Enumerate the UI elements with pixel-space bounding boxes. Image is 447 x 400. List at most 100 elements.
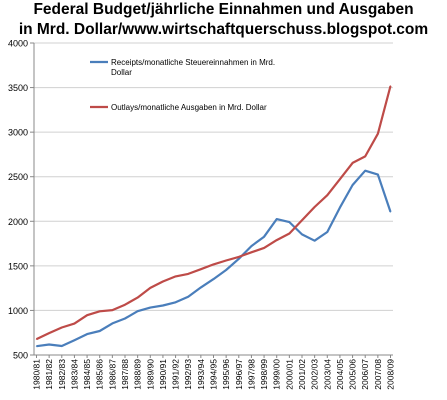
x-tick-label: 1995/96 (221, 359, 231, 390)
data-point (250, 251, 253, 253)
legend-label: Dollar (111, 68, 132, 77)
data-point (48, 343, 50, 346)
data-point (73, 339, 76, 341)
y-tick-label: 2500 (8, 172, 28, 182)
data-point (137, 296, 139, 299)
x-tick-label: 1993/94 (196, 359, 206, 390)
data-point (149, 306, 151, 309)
data-point (238, 256, 240, 258)
data-point (301, 219, 303, 221)
data-point (288, 221, 290, 223)
chart-title-line-1: Federal Budget/jährliche Einnahmen und A… (33, 1, 414, 18)
data-point (111, 309, 113, 311)
data-point (250, 245, 253, 247)
data-point (276, 239, 278, 241)
data-point (99, 330, 101, 332)
data-point (225, 269, 227, 271)
x-tick-label: 1986/87 (107, 359, 117, 390)
data-point (238, 258, 240, 260)
x-tick-label: 2003/04 (322, 359, 332, 390)
y-tick-label: 1500 (8, 261, 28, 271)
data-point (174, 301, 177, 303)
x-tick-label: 1990/91 (158, 359, 168, 390)
x-tick-label: 1983/84 (69, 359, 79, 390)
data-point (35, 345, 38, 347)
chart-title-line-2: in Mrd. Dollar/www.wirtschaftquerschuss.… (18, 21, 429, 38)
x-tick-label: 1992/93 (183, 359, 193, 390)
x-tick-label: 1980/81 (32, 359, 42, 390)
x-tick-label: 1989/90 (145, 359, 155, 390)
data-point (200, 286, 202, 289)
x-tick-label: 2004/05 (335, 359, 345, 390)
x-tick-label: 2005/06 (348, 359, 358, 390)
x-tick-label: 1985/86 (95, 359, 105, 390)
data-point (111, 322, 113, 325)
data-point (263, 247, 265, 249)
data-point (377, 173, 379, 176)
data-point (339, 178, 341, 180)
data-point (187, 296, 189, 298)
x-tick-label: 2007/08 (373, 359, 383, 390)
x-tick-label: 1999/00 (272, 359, 282, 390)
x-tick-label: 2001/02 (297, 359, 307, 390)
x-tick-label: 1994/95 (209, 359, 219, 390)
data-point (86, 333, 88, 335)
x-tick-label: 2000/01 (284, 359, 294, 390)
data-point (326, 231, 328, 233)
y-tick-label: 1000 (8, 306, 28, 316)
x-tick-label: 1996/97 (234, 359, 244, 390)
data-point (276, 218, 278, 220)
x-tick-label: 1998/99 (259, 359, 269, 390)
data-point (389, 85, 392, 87)
x-tick-label: 1984/85 (82, 359, 92, 390)
x-tick-label: 1988/89 (133, 359, 143, 390)
data-point (364, 155, 366, 157)
data-point (73, 323, 76, 325)
data-point (389, 211, 392, 213)
x-tick-label: 2006/07 (360, 359, 370, 390)
data-point (364, 170, 366, 172)
y-tick-label: 4000 (8, 39, 28, 49)
data-point (200, 268, 202, 270)
x-tick-label: 1997/98 (246, 359, 256, 390)
data-point (339, 207, 341, 209)
legend-label: Outlays/monatliche Ausgaben in Mrd. Doll… (111, 103, 267, 112)
data-point (212, 278, 215, 280)
data-point (288, 232, 290, 235)
data-point (99, 310, 101, 312)
x-tick-label: 2002/03 (310, 359, 320, 390)
data-point (86, 314, 88, 316)
x-tick-label: 1991/92 (171, 359, 181, 390)
x-tick-label: 1981/82 (44, 359, 54, 390)
data-point (351, 184, 354, 186)
data-point (124, 317, 126, 320)
legend-label: Receipts/monatliche Steuereinnahmen in M… (111, 58, 275, 67)
data-point (263, 236, 265, 238)
data-point (314, 240, 316, 242)
data-point (162, 304, 164, 307)
data-point (212, 263, 215, 266)
data-point (48, 332, 50, 334)
data-point (162, 280, 164, 283)
series-line-receipts (36, 169, 392, 348)
data-point (149, 287, 151, 289)
data-point (61, 326, 63, 329)
data-point (187, 273, 189, 275)
y-tick-label: 3500 (8, 83, 28, 93)
data-point (326, 194, 328, 196)
data-point (174, 275, 177, 277)
x-tick-label: 1987/88 (120, 359, 130, 390)
data-point (35, 338, 38, 340)
y-tick-label: 2000 (8, 217, 28, 227)
data-point (225, 259, 227, 262)
y-tick-label: 500 (13, 351, 28, 361)
data-point (351, 162, 354, 164)
data-point (314, 206, 316, 208)
x-tick-label: 2008/09 (386, 359, 396, 390)
y-tick-label: 3000 (8, 128, 28, 138)
data-point (61, 345, 63, 347)
data-point (301, 233, 303, 235)
data-point (124, 304, 126, 306)
